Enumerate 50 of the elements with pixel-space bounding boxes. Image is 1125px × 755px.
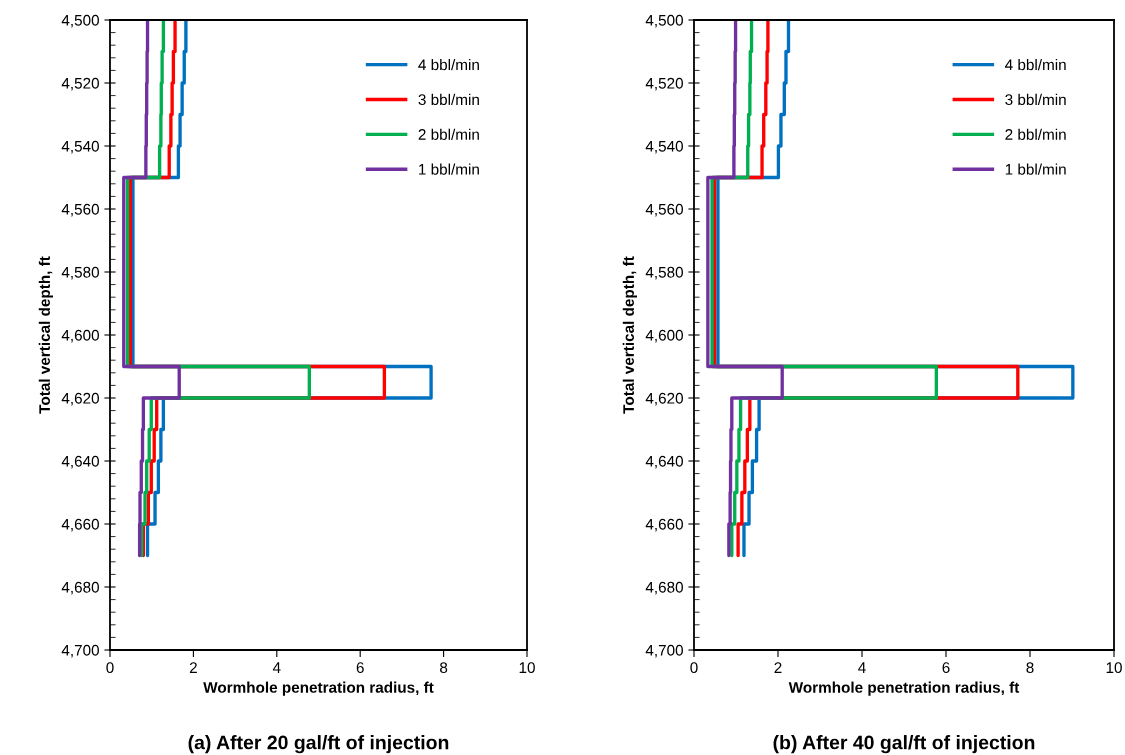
x-tick-label: 8 xyxy=(1026,662,1034,674)
x-tick-label: 4 xyxy=(858,662,866,673)
legend-label: 3 bbl/min xyxy=(1005,93,1066,106)
y-tick-label: 4,540 xyxy=(61,140,99,154)
line-series xyxy=(122,20,181,558)
y-tick-label: 4,600 xyxy=(61,329,99,343)
y-tick-label: 4,660 xyxy=(61,518,99,532)
legend-label: 1 bbl/min xyxy=(1005,163,1066,175)
x-tick-label: 6 xyxy=(942,662,950,674)
x-tick-label: 6 xyxy=(356,662,364,674)
x-tick-label: 4 xyxy=(272,662,281,673)
y-tick-label: 4,620 xyxy=(645,392,683,406)
legend-label: 2 bbl/min xyxy=(418,128,479,140)
x-tick-label: 2 xyxy=(189,662,197,673)
legend-label: 1 bbl/min xyxy=(419,163,479,175)
legend-label: 4 bbl/min xyxy=(418,58,479,71)
y-tick-label: 4,680 xyxy=(645,581,683,595)
y-tick-label: 4,560 xyxy=(61,203,99,217)
x-tick-label: 10 xyxy=(1106,662,1122,674)
y-tick-label: 4,700 xyxy=(645,644,683,658)
legend-label: 2 bbl/min xyxy=(1005,128,1066,140)
text: (a) After 20 gal/ft of injection xyxy=(188,735,449,754)
legend-label: 4 bbl/min xyxy=(1005,58,1066,71)
y-tick-label: 4,520 xyxy=(61,77,99,91)
y-tick-label: 4,600 xyxy=(645,329,683,343)
y-tick-label: 4,500 xyxy=(645,14,683,28)
legend-label: 3 bbl/min xyxy=(418,93,479,106)
y-tick-label: 4,520 xyxy=(645,77,683,91)
x-axis-title: Wormhole penetration radius, ft xyxy=(203,681,434,696)
y-tick-label: 4,580 xyxy=(645,266,683,280)
text: (b) After 40 gal/ft of injection xyxy=(773,735,1035,754)
y-tick-label: 4,640 xyxy=(61,455,99,469)
y-tick-label: 4,620 xyxy=(61,392,99,406)
x-tick-label: 8 xyxy=(440,662,448,674)
x-tick-label: 2 xyxy=(774,662,782,673)
x-tick-label: 0 xyxy=(690,662,698,674)
y-tick-label: 4,560 xyxy=(645,203,683,217)
line-series xyxy=(706,20,784,558)
y-tick-label: 4,680 xyxy=(61,581,99,595)
y-tick-label: 4,580 xyxy=(61,266,99,280)
x-axis-title: Wormhole penetration radius, ft xyxy=(788,681,1020,696)
y-axis-title: Total vertical depth, ft xyxy=(38,256,54,414)
y-tick-label: 4,640 xyxy=(645,455,683,469)
x-tick-label: 10 xyxy=(519,662,535,674)
y-tick-label: 4,500 xyxy=(61,14,99,28)
x-tick-label: 0 xyxy=(106,662,114,674)
y-tick-label: 4,700 xyxy=(61,644,99,658)
y-tick-label: 4,660 xyxy=(645,518,683,532)
y-axis-title: Total vertical depth, ft xyxy=(622,256,638,414)
y-tick-label: 4,540 xyxy=(645,140,683,154)
